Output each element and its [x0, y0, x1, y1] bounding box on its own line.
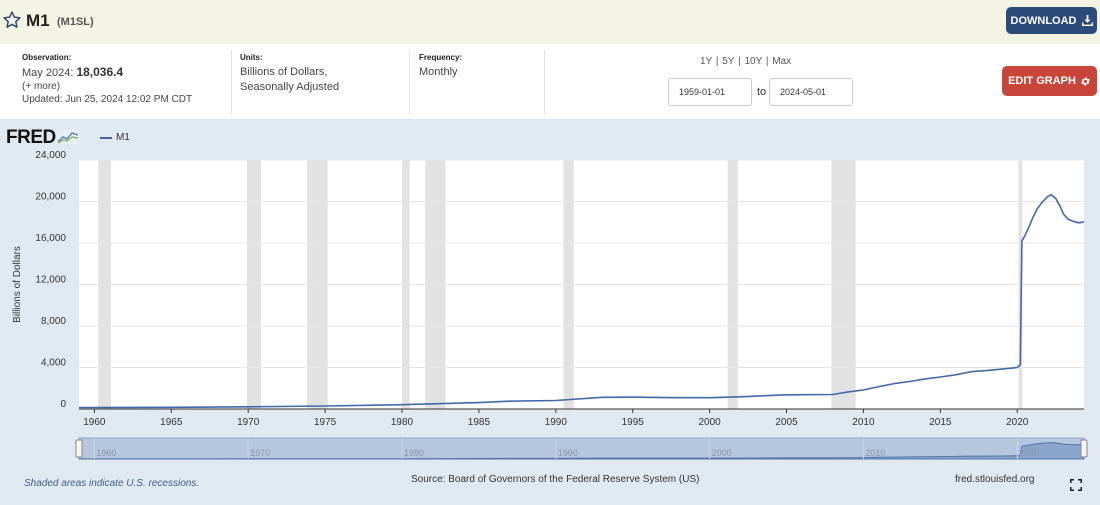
series-line-m1: [78, 194, 1085, 409]
fullscreen-icon[interactable]: [1070, 479, 1082, 491]
observation-panel: Observation: May 2024: 18,036.4 (+ more)…: [22, 50, 232, 114]
recession-note: Shaded areas indicate U.S. recessions.: [24, 478, 200, 489]
source-text: Source: Board of Governors of the Federa…: [411, 474, 700, 485]
range-5y-link[interactable]: 5Y: [722, 56, 735, 67]
star-outline-icon[interactable]: [2, 10, 22, 30]
updated-timestamp: Updated: Jun 25, 2024 12:02 PM CDT: [22, 94, 193, 105]
x-tick-label: 1965: [160, 417, 183, 428]
y-tick-label: 24,000: [35, 150, 66, 161]
frequency-panel: Frequency: Monthly: [419, 50, 545, 114]
range-separator: |: [738, 56, 741, 67]
range-1y-link[interactable]: 1Y: [700, 56, 713, 67]
y-tick-label: 0: [60, 399, 66, 410]
navigator-tick-label: 2010: [865, 448, 885, 458]
units-value-line2: Seasonally Adjusted: [240, 81, 340, 93]
start-date-input[interactable]: 1959-01-01: [668, 78, 752, 106]
navigator-series: [78, 442, 1085, 460]
edit-graph-button[interactable]: EDIT GRAPH: [1002, 66, 1097, 96]
edit-graph-label: EDIT GRAPH: [1008, 75, 1076, 87]
x-tick-label: 2020: [1006, 417, 1029, 428]
navigator-tick-label: 1960: [96, 448, 116, 458]
observation-label: Observation:: [22, 53, 72, 62]
legend-swatch: [100, 136, 112, 139]
y-axis-title: Billions of Dollars: [12, 246, 23, 323]
chart-legend: M1: [100, 132, 130, 143]
title-bar: M1 (M1SL) DOWNLOAD: [0, 0, 1100, 44]
download-icon: [1081, 15, 1093, 26]
y-tick-label: 12,000: [35, 275, 66, 286]
site-link[interactable]: fred.stlouisfed.org: [955, 474, 1035, 485]
x-tick-label: 1990: [545, 417, 568, 428]
series-id: (M1SL): [57, 16, 94, 28]
x-tick-label: 1960: [83, 417, 106, 428]
x-tick-label: 2005: [775, 417, 798, 428]
download-button[interactable]: DOWNLOAD: [1006, 7, 1097, 34]
observation-value: 18,036.4: [76, 65, 124, 79]
fred-logo-graph-icon: [56, 130, 79, 144]
x-tick-label: 1970: [237, 417, 260, 428]
range-separator: |: [765, 56, 769, 67]
range-separator: |: [715, 56, 719, 67]
download-button-label: DOWNLOAD: [1010, 14, 1077, 27]
m1-line-chart: 0 4,000 8,000 12,000 16,000 20,000 24,000 1960 1…: [12, 150, 1088, 460]
fred-logo-text: FRED: [6, 127, 56, 148]
more-observations-link[interactable]: (+ more): [22, 81, 61, 92]
to-label: to: [757, 86, 767, 98]
x-tick-label: 2000: [698, 417, 721, 428]
navigator-handle-right[interactable]: [1080, 439, 1088, 458]
gear-icon: [1081, 76, 1090, 86]
navigator-handle-left[interactable]: [75, 439, 83, 458]
info-bar: Observation: May 2024: 18,036.4 (+ more)…: [0, 44, 1100, 119]
units-value-line1: Billions of Dollars,: [240, 66, 328, 78]
range-max-link[interactable]: Max: [772, 56, 792, 67]
x-tick-label: 1980: [391, 417, 414, 428]
date-range-links: 1Y | 5Y | 10Y | Max: [700, 56, 791, 67]
x-tick-label: 2015: [929, 417, 952, 428]
navigator-tick-label: 1990: [558, 448, 578, 458]
navigator-tick-label: 1980: [404, 448, 424, 458]
navigator-tick-label: 2020: [1019, 448, 1039, 458]
navigator-window: [78, 437, 1085, 460]
x-tick-label: 1975: [314, 417, 337, 428]
x-tick-label: 1985: [468, 417, 491, 428]
y-tick-label: 16,000: [35, 233, 66, 244]
observation-period: May 2024:: [22, 67, 74, 79]
frequency-label: Frequency:: [419, 53, 463, 62]
page-title: M1: [26, 11, 50, 30]
x-tick-label: 2010: [852, 417, 875, 428]
navigator-tick-label: 1970: [250, 448, 270, 458]
units-panel: Units: Billions of Dollars, Seasonally A…: [240, 50, 410, 114]
y-tick-label: 20,000: [35, 192, 66, 203]
end-date-input[interactable]: 2024-05-01: [769, 78, 853, 106]
units-label: Units:: [240, 53, 263, 62]
frequency-value: Monthly: [419, 66, 458, 78]
fred-logo: FRED: [6, 127, 79, 149]
y-tick-label: 4,000: [41, 358, 66, 369]
range-10y-link[interactable]: 10Y: [744, 56, 763, 67]
legend-item-m1: M1: [116, 132, 130, 143]
navigator-tick-label: 2000: [712, 448, 732, 458]
x-tick-label: 1995: [622, 417, 645, 428]
y-tick-label: 8,000: [41, 316, 66, 327]
